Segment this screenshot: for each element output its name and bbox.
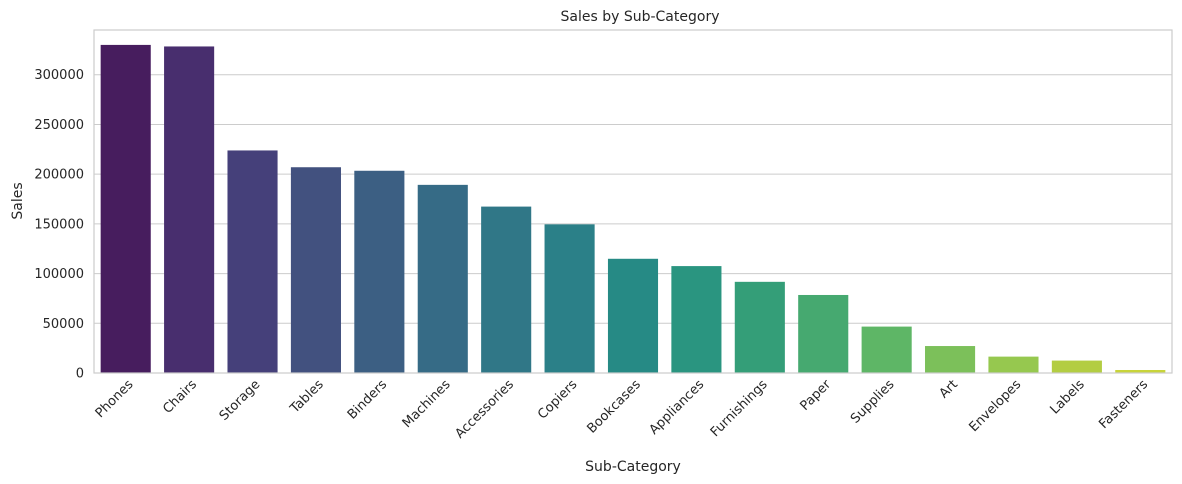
y-tick-label: 0 <box>76 367 84 382</box>
x-tick-label-bookcases: Bookcases <box>584 377 644 437</box>
x-tick-label-storage: Storage <box>217 377 264 424</box>
x-tick-label-chairs: Chairs <box>160 377 200 417</box>
x-tick-label-labels: Labels <box>1048 377 1088 417</box>
bar-art <box>925 346 976 373</box>
y-tick-labels: 0 50000 100000 150000 200000 250000 300000 <box>34 68 84 381</box>
bar-fasteners <box>1115 369 1166 373</box>
y-tick-label: 200000 <box>34 168 84 183</box>
x-tick-label-phones: Phones <box>93 377 137 421</box>
bar-copiers <box>544 224 595 373</box>
bar-phones <box>100 44 151 374</box>
bar-paper <box>798 294 849 373</box>
bars <box>100 44 1166 374</box>
y-tick-label: 50000 <box>43 317 84 332</box>
bar-envelopes <box>988 356 1039 373</box>
bar-tables <box>290 167 341 373</box>
x-tick-label-furnishings: Furnishings <box>708 377 771 440</box>
x-axis-label: Sub-Category <box>585 459 681 475</box>
bar-supplies <box>861 326 912 373</box>
y-tick-label: 250000 <box>34 118 84 133</box>
x-tick-label-supplies: Supplies <box>848 377 898 427</box>
x-tick-label-accessories: Accessories <box>453 377 518 442</box>
y-tick-label: 150000 <box>34 217 84 232</box>
x-tick-label-machines: Machines <box>400 377 454 431</box>
x-tick-label-fasteners: Fasteners <box>1096 377 1151 432</box>
x-tick-label-envelopes: Envelopes <box>967 377 1025 435</box>
x-tick-label-tables: Tables <box>287 377 327 417</box>
bar-bookcases <box>607 258 659 373</box>
x-tick-label-art: Art <box>937 377 961 401</box>
chart-title: Sales by Sub-Category <box>561 9 720 25</box>
bar-furnishings <box>734 281 785 373</box>
y-tick-label: 300000 <box>34 68 84 83</box>
bar-chairs <box>164 46 215 374</box>
bar-storage <box>227 150 278 373</box>
bar-machines <box>417 184 468 373</box>
x-tick-label-appliances: Appliances <box>647 377 708 438</box>
bar-accessories <box>481 206 532 373</box>
bar-labels <box>1051 360 1102 373</box>
y-tick-label: 100000 <box>34 267 84 282</box>
bar-appliances <box>671 266 722 373</box>
y-axis-label: Sales <box>10 182 26 219</box>
x-tick-label-paper: Paper <box>797 377 834 414</box>
x-tick-label-binders: Binders <box>345 377 391 423</box>
x-tick-label-copiers: Copiers <box>535 377 580 422</box>
x-tick-labels: Phones Chairs Storage Tables Binders Machines… <box>93 377 1152 442</box>
bar-binders <box>354 170 405 373</box>
plot-frame <box>93 29 1173 374</box>
